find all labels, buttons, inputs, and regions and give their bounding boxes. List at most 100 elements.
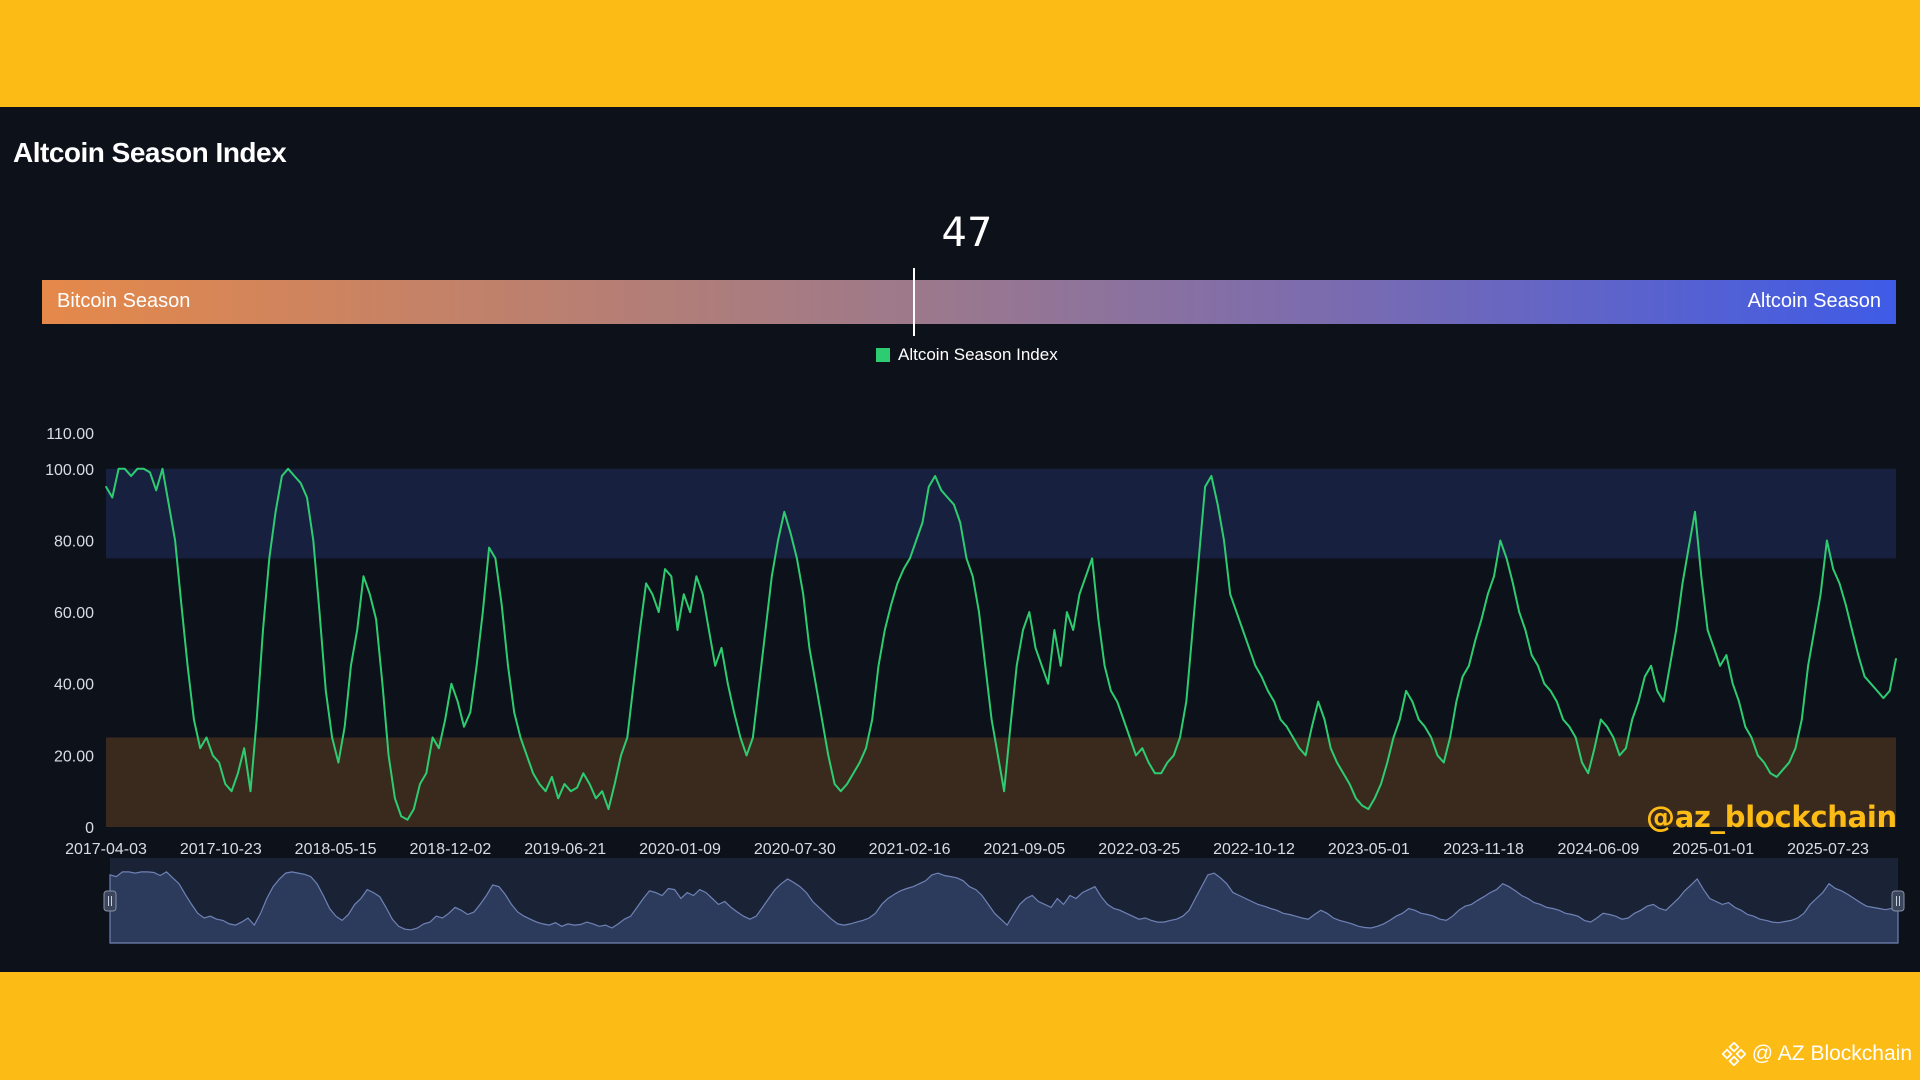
data-point <box>1141 747 1144 749</box>
data-point <box>1813 629 1816 631</box>
data-point <box>1267 690 1269 692</box>
data-point <box>1631 718 1633 721</box>
data-point <box>1198 557 1200 560</box>
data-point <box>149 471 151 474</box>
data-point <box>538 783 541 785</box>
data-point <box>1499 539 1502 542</box>
data-point <box>1662 700 1665 703</box>
data-point <box>1637 700 1640 703</box>
data-point <box>1687 546 1690 549</box>
y-tick-label: 100.00 <box>45 462 94 479</box>
data-point <box>1210 475 1213 477</box>
data-point <box>1493 575 1495 578</box>
data-point <box>1028 611 1031 613</box>
data-point <box>1675 629 1677 631</box>
data-point <box>1097 618 1100 621</box>
data-point <box>1286 725 1288 728</box>
data-point <box>1292 736 1294 739</box>
data-point <box>1556 700 1558 703</box>
data-point <box>1681 582 1684 585</box>
data-point <box>1091 557 1093 560</box>
data-point <box>1254 665 1257 667</box>
data-point <box>1386 761 1389 764</box>
data-point <box>532 772 534 775</box>
data-point <box>1794 747 1797 749</box>
data-point <box>193 718 195 721</box>
data-point <box>1380 783 1382 785</box>
current-value-marker <box>913 268 915 336</box>
data-point <box>632 682 635 685</box>
data-point <box>1329 747 1332 749</box>
data-point <box>1656 690 1659 692</box>
data-point <box>1166 761 1169 764</box>
y-tick-label: 0 <box>85 820 94 837</box>
data-point <box>293 475 296 477</box>
data-point <box>1110 690 1112 692</box>
data-point <box>909 557 911 560</box>
data-point <box>1845 604 1847 606</box>
data-point <box>469 711 472 714</box>
data-point <box>840 790 842 792</box>
data-point <box>199 747 201 749</box>
data-point <box>1179 736 1181 739</box>
data-point <box>997 754 999 757</box>
data-point <box>940 489 943 492</box>
data-point <box>1304 754 1307 757</box>
data-point <box>708 629 710 631</box>
data-point <box>921 521 924 524</box>
data-point <box>450 682 453 685</box>
data-point <box>884 629 886 631</box>
data-point <box>959 521 961 524</box>
data-point <box>777 539 779 542</box>
data-point <box>588 783 591 785</box>
data-point <box>607 808 610 810</box>
data-point <box>212 754 214 757</box>
data-point <box>846 783 848 785</box>
data-point <box>733 711 735 714</box>
data-point <box>337 761 340 764</box>
bitcoin-season-label: Bitcoin Season <box>57 290 191 312</box>
data-point <box>695 575 698 578</box>
altcoin-season-label: Altcoin Season <box>1747 290 1881 312</box>
data-point <box>1606 725 1608 728</box>
y-tick-label: 80.00 <box>54 533 94 550</box>
data-point <box>645 582 647 585</box>
data-point <box>1838 582 1841 585</box>
data-point <box>1524 629 1527 631</box>
data-point <box>1713 647 1715 649</box>
x-tick-label: 2017-10-23 <box>180 841 262 858</box>
navigator-handle-left[interactable] <box>103 890 117 912</box>
data-point <box>350 665 352 667</box>
chart-legend[interactable]: Altcoin Season Index <box>876 345 1058 365</box>
navigator-handle-right[interactable] <box>1891 890 1905 912</box>
data-point <box>268 557 271 560</box>
data-point <box>1323 718 1326 721</box>
data-point <box>1047 682 1049 685</box>
data-point <box>1147 761 1150 764</box>
data-point <box>1738 700 1740 703</box>
data-point <box>1857 654 1860 656</box>
data-point <box>142 468 145 470</box>
data-point <box>1417 718 1420 721</box>
data-point <box>1298 747 1301 749</box>
data-point <box>1669 665 1671 667</box>
data-point <box>463 725 465 728</box>
data-point <box>676 629 679 631</box>
data-point <box>1549 690 1552 692</box>
data-point <box>281 475 283 477</box>
data-point <box>1355 797 1357 800</box>
data-point <box>1468 665 1470 667</box>
data-point <box>1581 761 1583 764</box>
data-point <box>1373 797 1376 800</box>
data-point <box>186 665 189 667</box>
data-point <box>1625 747 1627 749</box>
data-point <box>563 783 566 785</box>
data-point <box>1694 511 1696 513</box>
data-point <box>224 783 227 785</box>
x-tick-label: 2019-06-21 <box>524 841 606 858</box>
data-point <box>934 475 936 477</box>
data-point <box>475 665 478 667</box>
data-point <box>1154 772 1156 775</box>
x-tick-label: 2024-06-09 <box>1557 841 1639 858</box>
data-point <box>978 611 980 613</box>
